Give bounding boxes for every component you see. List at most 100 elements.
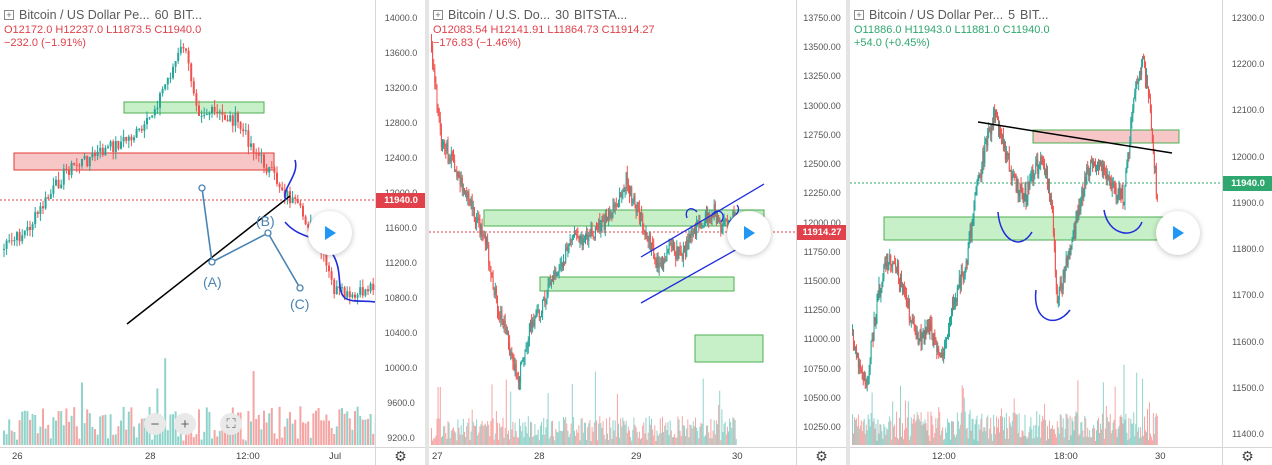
symbol-title[interactable]: Bitcoin / U.S. Do... (448, 8, 551, 22)
chart-panel-1[interactable]: (A) (B) (C) + Bitcoin / US Dollar Pe... 60… (0, 0, 425, 465)
candle (65, 168, 68, 170)
candle (91, 152, 94, 158)
volume-bar (1040, 437, 1042, 445)
chart-panel-3[interactable]: + Bitcoin / US Dollar Per... 5 BIT... O1… (850, 0, 1272, 465)
candle (717, 215, 718, 224)
volume-bar (434, 438, 436, 445)
last-price-tag: 11940.0 (1223, 176, 1272, 191)
compare-square-icon[interactable]: + (4, 10, 14, 20)
candle (703, 223, 705, 226)
volume-bar (325, 414, 328, 445)
price-tick-label: 9200.0 (387, 433, 415, 443)
volume-bar (525, 426, 527, 445)
volume-bar (919, 421, 921, 445)
volume-bar (891, 439, 893, 445)
compare-square-icon[interactable]: + (433, 10, 443, 20)
play-button[interactable] (1156, 211, 1200, 255)
high-value: H11943.0 (904, 24, 952, 36)
chart-canvas[interactable] (850, 0, 1222, 447)
chart-panel-2[interactable]: + Bitcoin / U.S. Do... 30 BITSTA... O120… (429, 0, 846, 465)
volume-bar (721, 409, 723, 445)
candle (367, 289, 369, 292)
symbol-title[interactable]: Bitcoin / US Dollar Pe... (19, 8, 150, 22)
price-axis[interactable]: 14000.013600.013200.012800.012400.012000… (375, 0, 425, 447)
zoom-out-button[interactable]: − (144, 413, 166, 435)
volume-bar (934, 433, 936, 445)
volume-bar (535, 435, 537, 445)
volume-bar (438, 418, 440, 445)
play-icon (1173, 226, 1184, 240)
volume-bar (970, 430, 972, 445)
volume-bar (143, 418, 146, 445)
play-button[interactable] (308, 211, 352, 255)
volume-bar (967, 438, 969, 445)
volume-bar (704, 435, 706, 445)
interval-label[interactable]: 5 (1008, 8, 1016, 22)
settings-button[interactable]: ⚙ (796, 447, 846, 465)
volume-bar (315, 410, 317, 445)
candle (294, 197, 297, 200)
play-button[interactable] (727, 211, 771, 255)
compare-square-icon[interactable]: + (854, 10, 864, 20)
volume-bar (569, 433, 571, 445)
candle (859, 364, 861, 369)
candle (476, 220, 478, 225)
volume-bar (647, 432, 649, 445)
volume-bar (957, 421, 959, 445)
volume-bar (936, 428, 938, 445)
time-axis[interactable]: 27 28 29 30 (429, 447, 796, 465)
volume-bar (514, 422, 516, 445)
volume-bar (1116, 437, 1118, 445)
candle (1041, 156, 1043, 159)
price-tick-label: 12500.00 (803, 159, 841, 170)
candle (104, 147, 107, 156)
settings-button[interactable]: ⚙ (1222, 447, 1272, 465)
candle (889, 255, 891, 263)
interval-label[interactable]: 30 (555, 8, 570, 22)
volume-bar (921, 425, 923, 445)
time-axis[interactable]: 12:00 18:00 30 (850, 447, 1222, 465)
candle (447, 142, 449, 159)
volume-bar (623, 421, 625, 445)
zoom-in-button[interactable]: + (174, 413, 196, 435)
volume-bar (493, 439, 495, 445)
candle (1069, 251, 1071, 255)
price-axis[interactable]: 13750.00 13500.00 13250.00 13000.00 12750.00… (796, 0, 846, 447)
candle (348, 291, 351, 298)
volume-bar (205, 407, 208, 445)
fullscreen-button[interactable]: ⛶ (220, 413, 242, 435)
volume-bar (23, 410, 26, 445)
symbol-title[interactable]: Bitcoin / US Dollar Per... (869, 8, 1004, 22)
settings-button[interactable]: ⚙ (375, 447, 425, 465)
volume-bar (560, 430, 562, 445)
candle (1150, 111, 1152, 129)
candle (216, 111, 219, 114)
chart-canvas[interactable] (429, 0, 796, 447)
interval-label[interactable]: 60 (154, 8, 169, 22)
volume-bar (896, 411, 898, 445)
panel-divider (425, 0, 429, 465)
volume-bar (898, 439, 900, 445)
candle (986, 138, 988, 146)
candle (693, 227, 695, 234)
price-tick-label: 14000.0 (384, 13, 418, 23)
candle (242, 129, 245, 132)
candle (475, 221, 476, 225)
volume-bar (593, 422, 595, 445)
candle (980, 174, 982, 178)
volume-bar (555, 428, 557, 445)
candle (572, 234, 574, 237)
volume-bar (732, 417, 734, 445)
candle (555, 269, 557, 276)
candle (1141, 65, 1143, 76)
volume-bar (1095, 440, 1097, 445)
volume-bar (1043, 419, 1045, 445)
volume-bar (667, 421, 669, 445)
time-axis[interactable]: 26 28 12:00 Jul (0, 447, 375, 465)
chart-canvas[interactable]: (A)(B)(C) (0, 0, 375, 447)
volume-bar (563, 416, 564, 445)
volume-bar (642, 425, 644, 445)
volume-bar (864, 433, 866, 445)
candle (997, 113, 999, 120)
price-axis[interactable]: 12300.0 12200.0 12100.0 12000.0 11900.0 11800… (1222, 0, 1272, 447)
